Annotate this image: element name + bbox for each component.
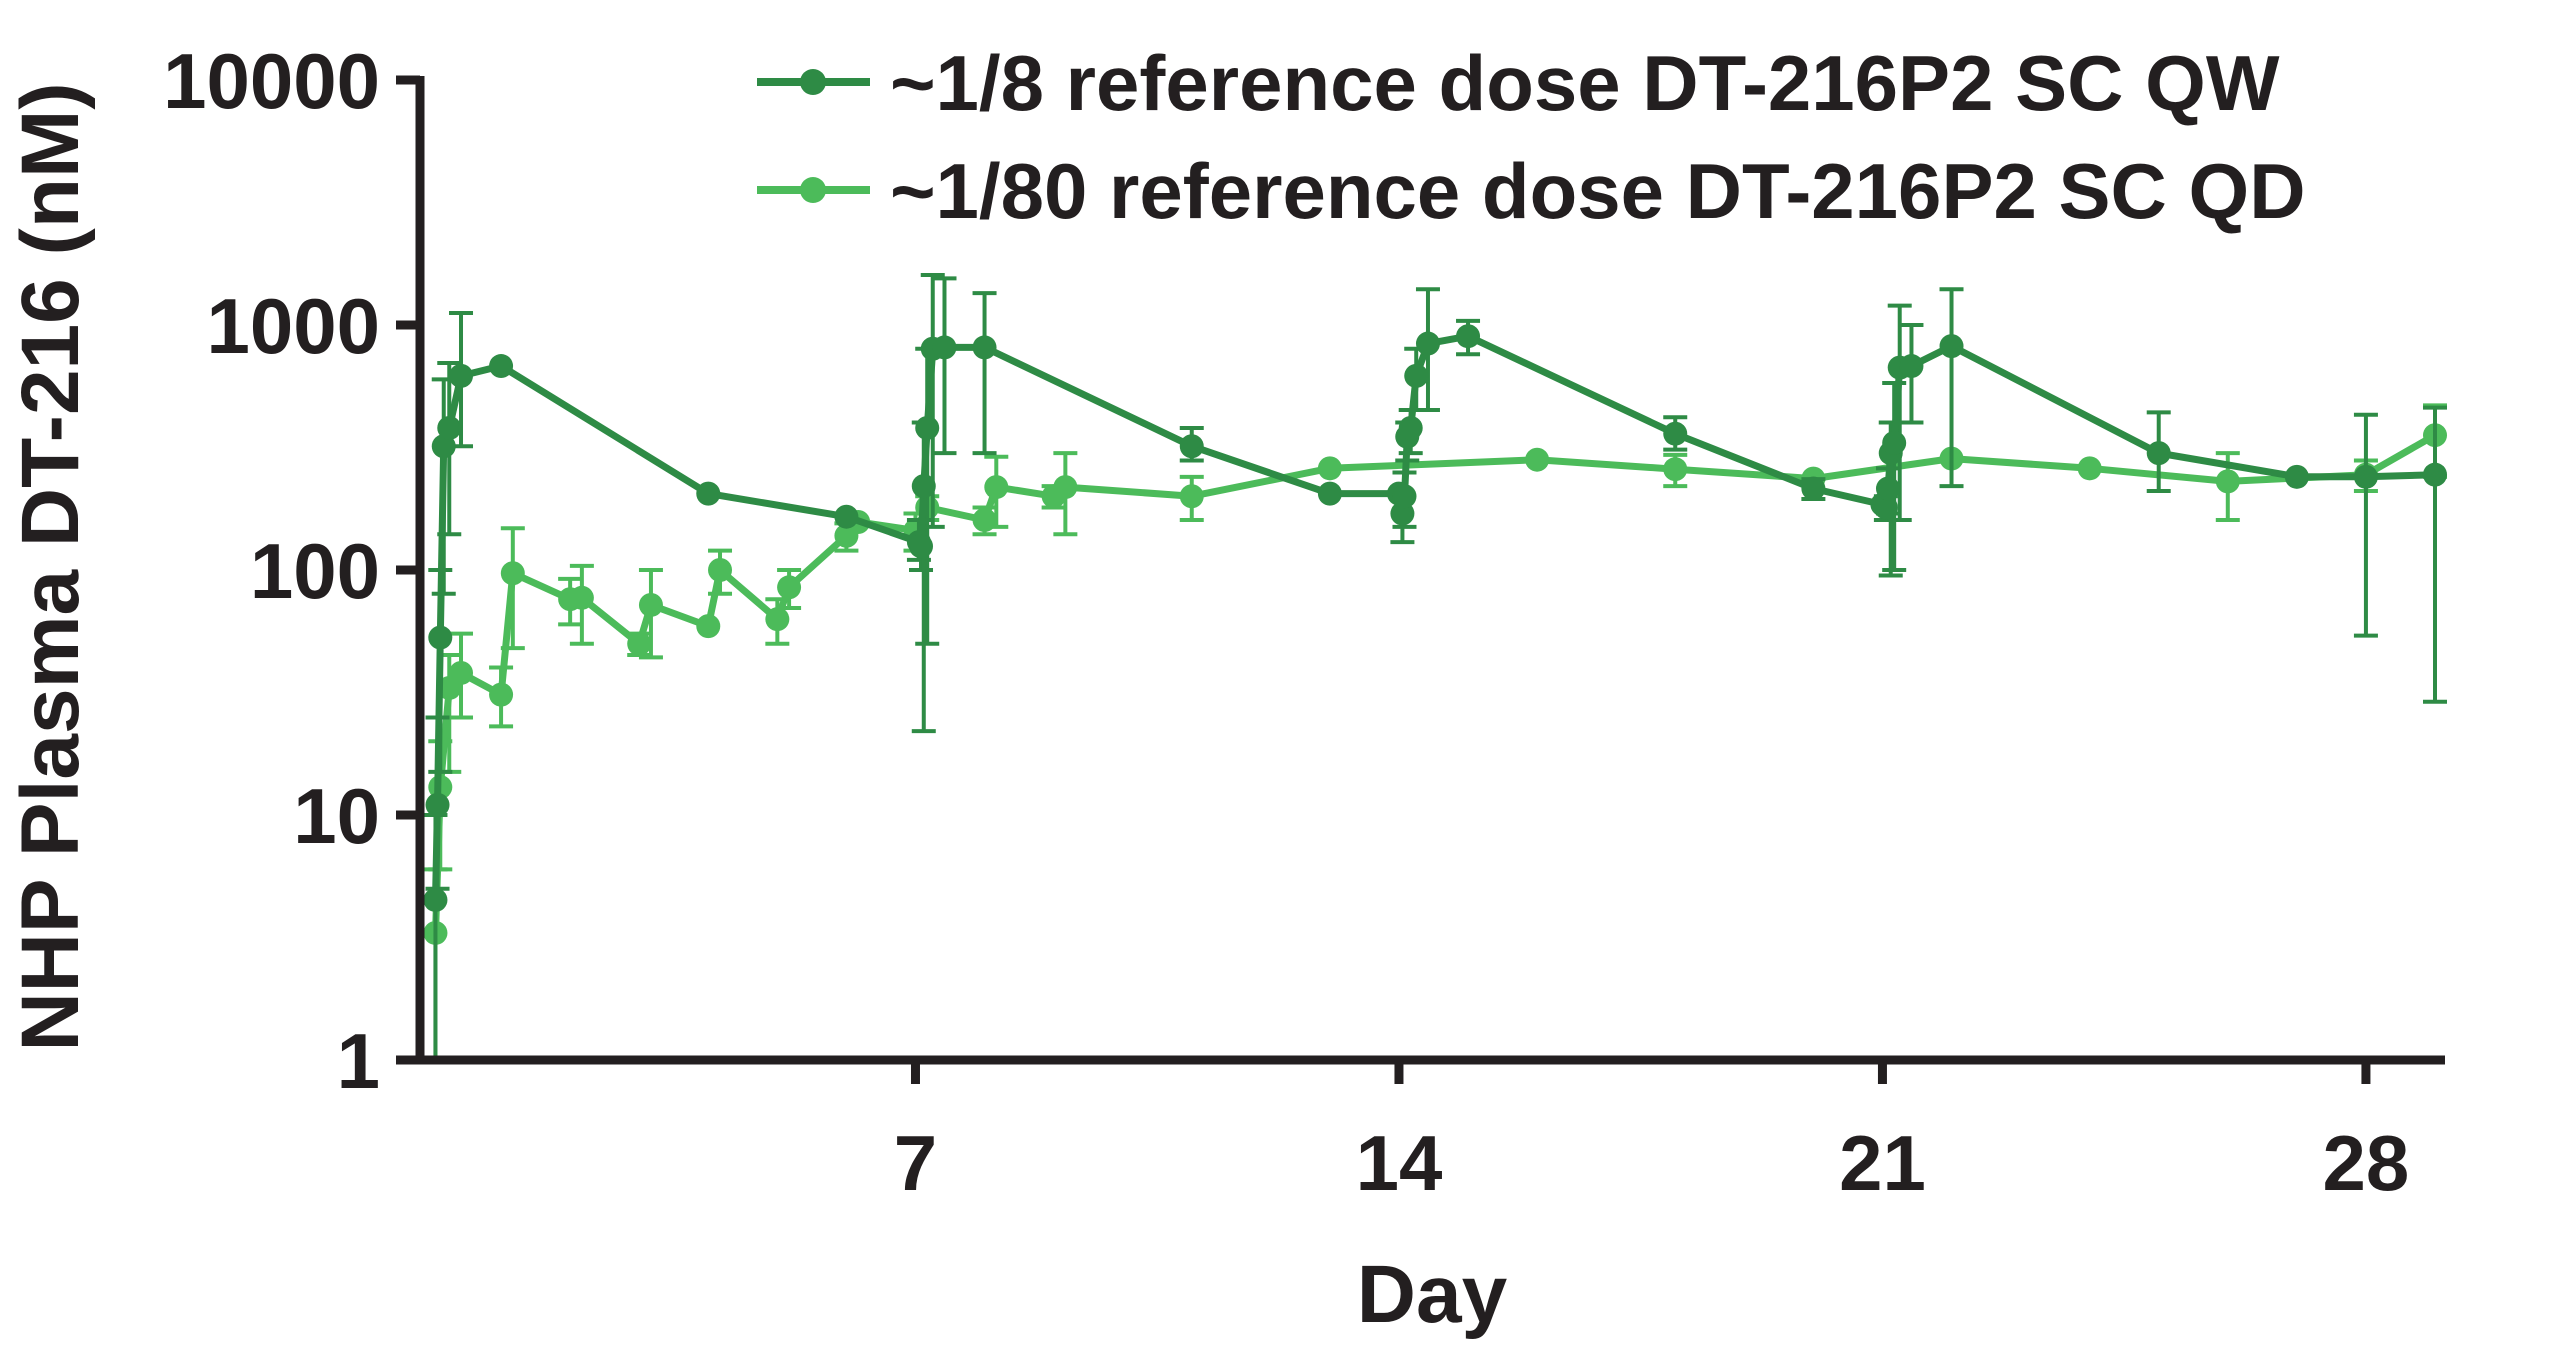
data-point <box>428 625 453 650</box>
legend-label: ~1/80 reference dose DT-216P2 SC QD <box>890 147 2306 235</box>
data-points <box>423 423 2447 945</box>
data-point <box>2146 441 2171 466</box>
legend-item-qd: ~1/80 reference dose DT-216P2 SC QD <box>757 147 2306 235</box>
data-point <box>972 335 997 360</box>
y-tick-label: 10000 <box>163 37 380 125</box>
data-point <box>627 631 652 656</box>
data-point <box>638 592 663 617</box>
data-point <box>915 415 940 440</box>
data-point <box>1873 495 1898 520</box>
y-tick-label: 1 <box>337 1017 380 1105</box>
data-point <box>489 682 514 707</box>
data-point <box>1179 434 1204 459</box>
data-point <box>696 614 721 639</box>
data-point <box>423 887 448 912</box>
data-point <box>1801 476 1826 501</box>
legend: ~1/8 reference dose DT-216P2 SC QW ~1/80 … <box>757 39 2306 235</box>
plot-area: 1 10 100 1000 10000 7 14 21 28 <box>163 37 2447 1207</box>
data-point <box>911 474 936 499</box>
x-tick-label: 28 <box>2323 1119 2410 1207</box>
data-point <box>909 534 934 559</box>
data-point <box>765 607 790 632</box>
data-point <box>2077 456 2102 481</box>
data-point <box>834 504 859 529</box>
data-point <box>449 660 474 685</box>
data-point <box>1882 430 1907 455</box>
data-point <box>972 507 997 532</box>
x-axis-title: Day <box>1357 1249 1508 1340</box>
data-point <box>449 363 474 388</box>
y-tick-label: 100 <box>250 527 380 615</box>
data-point <box>1899 354 1924 379</box>
data-point <box>2423 462 2447 487</box>
data-point <box>1317 481 1342 506</box>
data-point <box>696 481 721 506</box>
data-point <box>1392 484 1417 509</box>
legend-item-qw: ~1/8 reference dose DT-216P2 SC QW <box>757 39 2280 127</box>
data-point <box>1663 457 1688 482</box>
series-line <box>432 432 2437 934</box>
data-point <box>569 585 594 610</box>
x-tick-label: 7 <box>894 1119 937 1207</box>
data-point <box>2215 469 2240 494</box>
series-qd <box>423 403 2447 1062</box>
series-layer <box>423 272 2447 1062</box>
x-tick-label: 21 <box>1839 1119 1926 1207</box>
data-point <box>1053 475 1078 500</box>
data-point <box>1404 363 1429 388</box>
series-line <box>432 332 2436 901</box>
data-point <box>1525 447 1550 472</box>
data-point <box>708 558 733 582</box>
y-axis-title: NHP Plasma DT-216 (nM) <box>5 82 96 1051</box>
data-point <box>500 561 525 586</box>
series-qw <box>423 272 2447 1062</box>
data-point <box>1456 324 1481 349</box>
x-axis-ticks: 7 14 21 28 <box>894 1060 2410 1207</box>
data-point <box>777 575 802 600</box>
data-point <box>932 335 957 360</box>
data-point <box>1398 415 1423 440</box>
y-tick-label: 1000 <box>206 282 380 370</box>
data-point <box>984 475 1009 500</box>
data-point <box>1939 334 1964 359</box>
data-point <box>425 792 450 817</box>
data-point <box>1875 476 1900 501</box>
legend-marker <box>800 177 826 203</box>
data-point <box>1179 484 1204 509</box>
data-points <box>423 324 2447 912</box>
data-point <box>2353 464 2378 489</box>
legend-label: ~1/8 reference dose DT-216P2 SC QW <box>890 39 2280 127</box>
data-point <box>2284 464 2309 489</box>
data-point <box>437 415 462 440</box>
data-point <box>1663 421 1688 446</box>
error-bars <box>423 272 2447 1062</box>
y-axis-ticks: 1 10 100 1000 10000 <box>163 37 420 1105</box>
error-bars <box>423 403 2447 1062</box>
data-point <box>1317 456 1342 481</box>
x-tick-label: 14 <box>1356 1119 1443 1207</box>
legend-marker <box>800 69 826 95</box>
y-tick-label: 10 <box>293 772 380 860</box>
data-point <box>489 354 514 379</box>
data-point <box>431 434 456 459</box>
data-point <box>1415 331 1440 356</box>
